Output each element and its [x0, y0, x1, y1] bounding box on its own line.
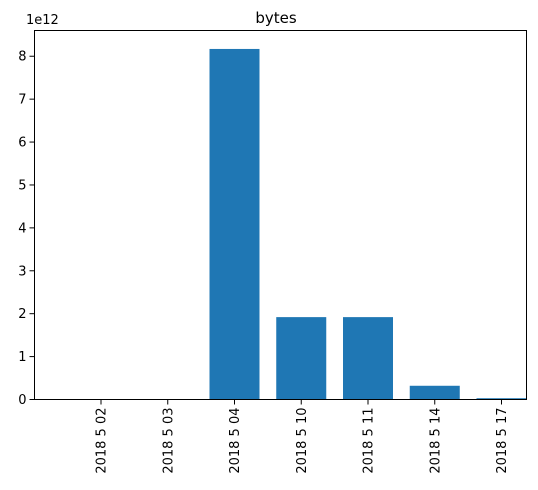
y-offset-label: 1e12	[26, 13, 59, 28]
y-tick-label-4: 4	[18, 221, 26, 236]
x-tick-label-4: 2018 5 11	[362, 408, 377, 474]
y-tick-label-8: 8	[18, 50, 26, 65]
y-axis: 0 1 2 3 4 5 6 7 8	[18, 50, 35, 408]
x-tick-label-1: 2018 5 03	[161, 408, 176, 474]
chart-title: bytes	[255, 9, 297, 27]
x-tick-label-3: 2018 5 10	[295, 408, 310, 474]
bar-3	[276, 317, 327, 400]
y-tick-label-7: 7	[18, 93, 26, 108]
bar-2	[209, 48, 260, 400]
bars-group	[209, 48, 527, 400]
y-tick-label-2: 2	[18, 307, 26, 322]
x-tick-label-5: 2018 5 14	[428, 408, 443, 474]
y-tick-label-1: 1	[18, 350, 26, 365]
y-tick-label-3: 3	[18, 264, 26, 279]
x-tick-label-6: 2018 5 17	[495, 408, 510, 474]
y-tick-label-5: 5	[18, 178, 26, 193]
plot-frame	[34, 30, 527, 400]
x-tick-label-2: 2018 5 04	[228, 408, 243, 474]
y-tick-label-6: 6	[18, 136, 26, 151]
y-tick-label-0: 0	[18, 393, 26, 408]
x-tick-label-0: 2018 5 02	[95, 408, 110, 474]
bar-5	[409, 385, 460, 400]
bar-4	[343, 317, 393, 400]
bar-6	[476, 398, 527, 400]
x-axis: 2018 5 02 2018 5 03 2018 5 04 2018 5 10 2018…	[95, 399, 510, 474]
